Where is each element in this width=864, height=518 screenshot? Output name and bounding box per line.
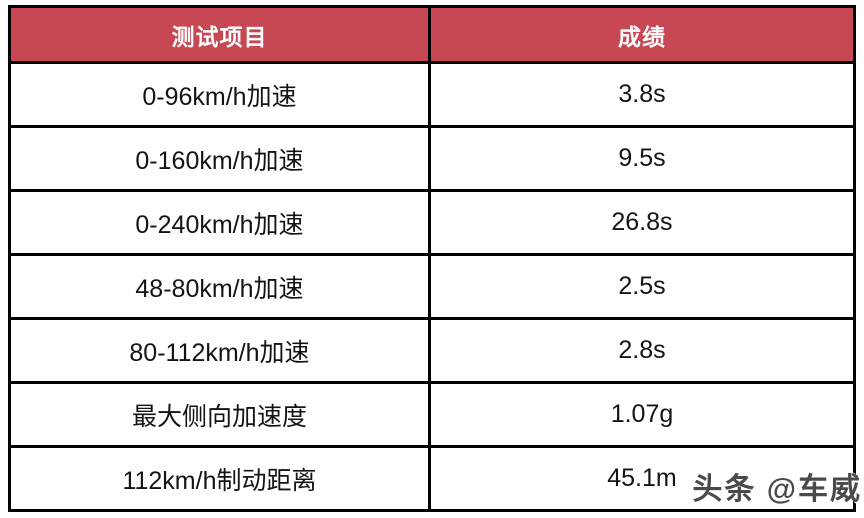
test-item-cell: 最大侧向加速度 xyxy=(8,381,431,448)
test-item-cell: 48-80km/h加速 xyxy=(8,253,431,320)
test-item-cell: 80-112km/h加速 xyxy=(8,317,431,384)
toutiao-watermark: 头条 @车威 xyxy=(692,473,862,506)
result-cell: 2.8s xyxy=(427,317,857,384)
result-cell: 9.5s xyxy=(427,125,857,192)
table-row: 最大侧向加速度 1.07g xyxy=(8,381,857,448)
test-item-cell: 0-96km/h加速 xyxy=(8,61,431,128)
table-row: 0-240km/h加速 26.8s xyxy=(8,189,857,256)
column-header-result: 成绩 xyxy=(427,5,857,64)
table-row: 0-160km/h加速 9.5s xyxy=(8,125,857,192)
result-cell: 2.5s xyxy=(427,253,857,320)
table-row: 0-96km/h加速 3.8s xyxy=(8,61,857,128)
table-row: 112km/h制动距离 45.1m xyxy=(8,445,857,512)
table-row: 80-112km/h加速 2.8s xyxy=(8,317,857,384)
performance-results-table: 测试项目 成绩 0-96km/h加速 3.8s 0-160km/h加速 9.5s… xyxy=(8,5,857,512)
table-row: 48-80km/h加速 2.5s xyxy=(8,253,857,320)
table-header-row: 测试项目 成绩 xyxy=(8,5,857,64)
test-item-cell: 112km/h制动距离 xyxy=(8,445,431,512)
result-cell: 45.1m xyxy=(427,445,857,512)
test-item-cell: 0-240km/h加速 xyxy=(8,189,431,256)
result-cell: 1.07g xyxy=(427,381,857,448)
result-cell: 26.8s xyxy=(427,189,857,256)
column-header-test-item: 测试项目 xyxy=(8,5,431,64)
result-cell: 3.8s xyxy=(427,61,857,128)
test-item-cell: 0-160km/h加速 xyxy=(8,125,431,192)
